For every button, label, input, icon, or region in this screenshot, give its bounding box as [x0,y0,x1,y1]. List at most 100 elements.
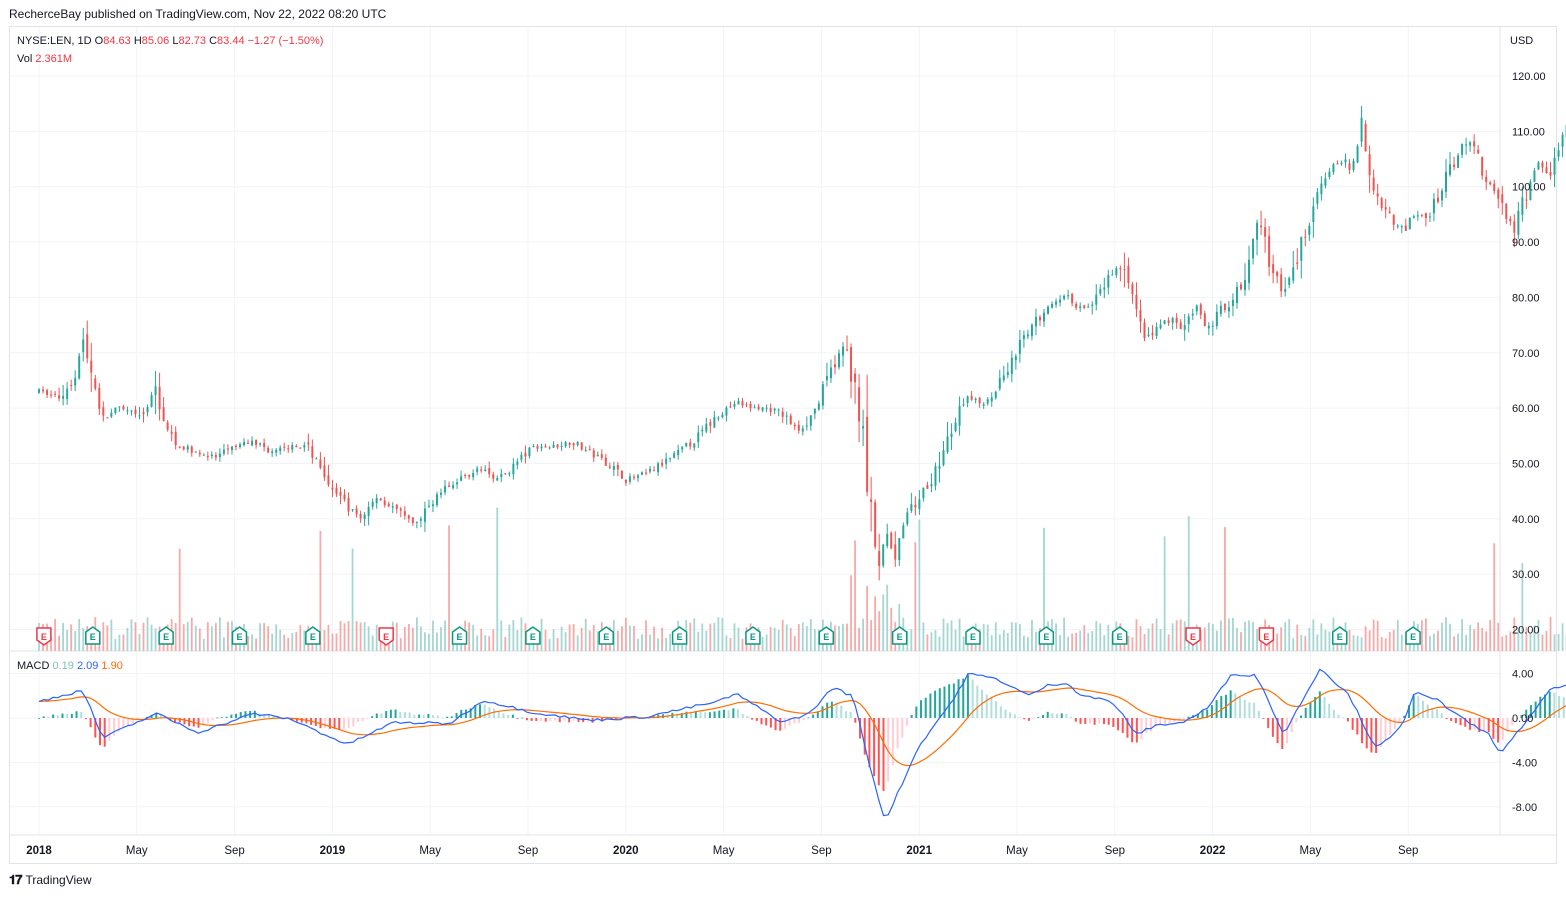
candlestick-series [38,106,1566,581]
volume-bar [781,619,784,651]
candle-body [1187,316,1190,325]
candle-body [1396,225,1399,227]
macd-histogram-bar [713,711,716,718]
volume-bar [1312,619,1315,651]
macd-histogram-bar [61,713,64,718]
volume-bar [1485,631,1488,651]
volume-bar [492,629,495,651]
earnings-marker-icon[interactable] [158,626,174,645]
macd-axis[interactable]: 4.00 0.00 -4.00 -8.00 [1512,669,1537,814]
volume-bar [773,627,776,651]
earnings-marker-icon[interactable] [231,626,248,645]
earnings-marker-icon[interactable] [85,626,101,645]
candle-body [230,446,233,450]
volume-bar [1457,633,1459,651]
earnings-marker-icon[interactable] [1258,627,1275,646]
volume-bar [882,594,885,651]
macd-label[interactable]: MACD [17,660,50,672]
volume-bar [1063,617,1065,651]
macd-histogram-bar [826,702,829,718]
candle-body [793,424,796,427]
macd-histogram-bar [615,718,618,720]
macd-histogram-bar [1407,705,1410,718]
macd-histogram-bar [685,711,688,718]
earnings-marker-icon[interactable] [671,626,688,645]
candle-body [761,407,764,411]
earnings-marker-label: E [41,632,47,642]
volume-bar [629,625,631,651]
volume-bar [283,634,286,651]
candle-body [886,534,889,547]
earnings-marker-icon[interactable] [1405,626,1421,645]
volume-bar [858,627,860,651]
volume-bar [355,621,358,651]
tradingview-brand[interactable]: 𝟏𝟕 TradingView [9,872,92,888]
earnings-marker-icon[interactable] [745,626,761,645]
candle-body [130,410,133,412]
earnings-marker-icon[interactable] [1185,627,1201,646]
earnings-marker-icon[interactable] [36,627,52,646]
macd-histogram-bar [1309,701,1312,718]
earnings-marker-icon[interactable] [598,626,614,645]
macd-signal-line [38,687,1566,767]
candle-body [765,407,768,409]
macd-histogram-bar [572,718,575,721]
earnings-marker-icon[interactable] [965,626,981,645]
volume-bar [725,635,728,651]
volume-bar [564,632,567,651]
volume-bar [1127,635,1130,651]
volume-bar [950,620,953,651]
macd-histogram-bar [859,718,862,739]
time-axis[interactable]: 2018 May Sep 2019 May Sep 2020 May Sep 2021 May Sep… [26,845,1418,857]
macd-histogram-bar [432,715,435,718]
earnings-marker-icon[interactable] [891,626,908,645]
earnings-marker-icon[interactable] [378,627,394,646]
volume-bar [267,626,270,651]
earnings-marker-icon[interactable] [451,626,468,645]
price-axis[interactable]: USD 120.00 110.00 100.00 90.00 80.00 70.00 60.0… [1510,35,1546,637]
earnings-marker-label: E [970,632,976,642]
candle-body [685,442,688,447]
candle-body [1328,171,1331,177]
symbol-label[interactable]: NYSE:LEN, 1D [17,35,92,47]
macd-histogram-bar [235,713,238,718]
macd-histogram-bar [1525,709,1528,718]
candle-body [472,473,475,478]
volume-bar [1228,618,1230,651]
volume-label[interactable]: Vol [17,53,33,65]
volume-bar [1219,620,1222,651]
macd-histogram-bar [216,717,219,719]
macd-histogram-bar [1032,718,1035,719]
candle-body [846,349,849,351]
volume-bar [182,624,185,651]
earnings-marker-icon[interactable] [1111,626,1128,645]
earnings-marker-icon[interactable] [1038,626,1055,645]
candle-body [1272,264,1275,274]
earnings-marker-icon[interactable] [305,626,321,645]
macd-histogram-bar [403,712,406,718]
earnings-marker-icon[interactable] [525,626,541,645]
candle-body [1091,304,1094,307]
high-label: H [133,35,142,47]
volume-bar [886,584,889,651]
earnings-marker-icon[interactable] [818,626,835,645]
candle-body [1135,294,1138,310]
volume-bar [154,628,157,651]
macd-histogram-bar [1473,718,1476,730]
macd-histogram-bar [708,712,711,718]
macd-histogram-bar [554,718,557,721]
macd-histogram-bar [530,718,533,721]
macd-histogram-bar [38,718,40,719]
volume-bar [1171,623,1174,651]
chart-frame[interactable] [9,26,1557,864]
volume-bar [411,627,414,651]
earnings-marker-icon[interactable] [1331,626,1348,645]
candle-body [1147,334,1150,337]
candle-body [837,353,840,368]
volume-bar [1469,624,1472,651]
macd-histogram-bar [816,711,819,718]
candle-body [1332,164,1335,173]
candle-body [1469,142,1472,146]
candle-body [114,407,117,413]
